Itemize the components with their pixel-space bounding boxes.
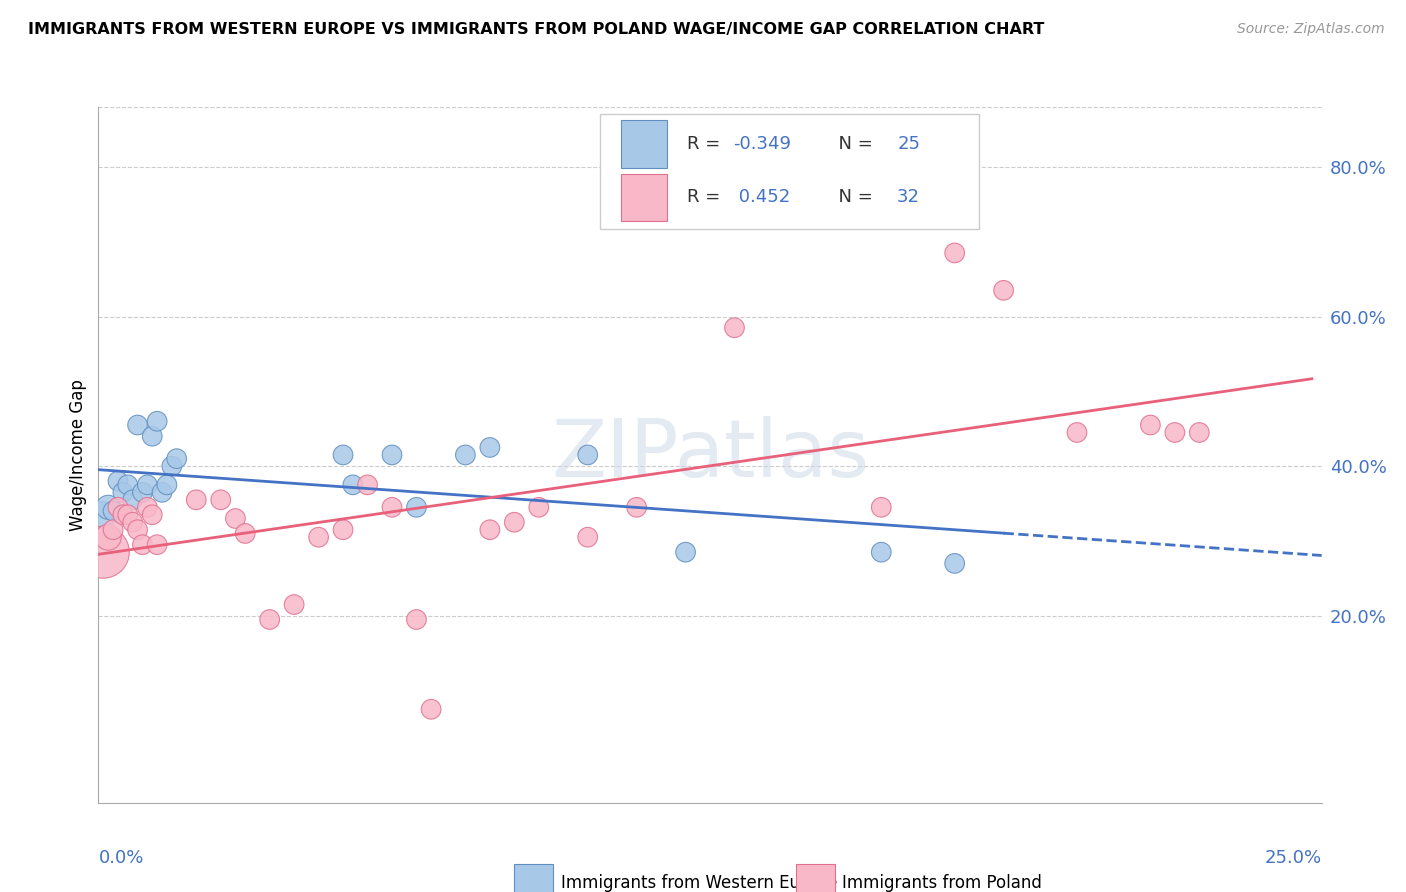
Text: 25: 25 [897, 135, 920, 153]
Point [870, 545, 893, 559]
Point [101, 523, 124, 537]
Point [420, 702, 443, 716]
Text: 32: 32 [897, 188, 920, 206]
Point [91, 545, 114, 559]
Point [111, 485, 134, 500]
Point [107, 500, 129, 515]
Point [576, 448, 599, 462]
Point [675, 545, 697, 559]
Text: R =: R = [686, 135, 725, 153]
Text: ZIPatlas: ZIPatlas [551, 416, 869, 494]
Point [356, 478, 378, 492]
Text: 25.0%: 25.0% [1264, 849, 1322, 867]
Text: IMMIGRANTS FROM WESTERN EUROPE VS IMMIGRANTS FROM POLAND WAGE/INCOME GAP CORRELA: IMMIGRANTS FROM WESTERN EUROPE VS IMMIGR… [28, 22, 1045, 37]
Point [166, 451, 188, 466]
Point [97, 500, 120, 515]
Y-axis label: Wage/Income Gap: Wage/Income Gap [69, 379, 87, 531]
Point [127, 523, 149, 537]
Point [943, 246, 966, 260]
Point [146, 538, 169, 552]
Point [381, 500, 404, 515]
Point [131, 538, 153, 552]
Point [111, 508, 134, 522]
Point [136, 500, 159, 515]
Point [141, 508, 163, 522]
Point [870, 500, 893, 515]
Point [381, 448, 404, 462]
Point [156, 478, 179, 492]
Point [283, 598, 305, 612]
Point [527, 500, 550, 515]
Bar [620, 120, 668, 168]
Point [723, 320, 745, 334]
Point [1164, 425, 1187, 440]
Text: -0.349: -0.349 [734, 135, 792, 153]
Point [259, 613, 281, 627]
Point [224, 511, 246, 525]
Point [146, 414, 169, 428]
Point [233, 526, 256, 541]
Point [131, 485, 153, 500]
Point [342, 478, 364, 492]
Point [117, 508, 139, 522]
Point [478, 523, 501, 537]
Point [160, 459, 183, 474]
Point [127, 417, 149, 432]
Text: 0.0%: 0.0% [98, 849, 143, 867]
Point [121, 492, 143, 507]
Text: Immigrants from Western Europe: Immigrants from Western Europe [561, 874, 837, 892]
Point [209, 492, 232, 507]
Text: R =: R = [686, 188, 725, 206]
FancyBboxPatch shape [600, 114, 979, 229]
Point [626, 500, 648, 515]
Point [332, 523, 354, 537]
Point [454, 448, 477, 462]
Point [150, 485, 173, 500]
Point [332, 448, 354, 462]
Point [478, 441, 501, 455]
Text: Immigrants from Poland: Immigrants from Poland [842, 874, 1042, 892]
Point [1188, 425, 1211, 440]
Point [117, 478, 139, 492]
Point [1139, 417, 1161, 432]
Text: N =: N = [828, 188, 879, 206]
Point [993, 283, 1015, 297]
Point [97, 530, 120, 544]
Point [405, 500, 427, 515]
Point [91, 508, 114, 522]
Point [405, 613, 427, 627]
Point [943, 557, 966, 571]
Point [308, 530, 330, 544]
Point [1066, 425, 1088, 440]
Point [576, 530, 599, 544]
Point [186, 492, 208, 507]
Point [107, 474, 129, 488]
Text: N =: N = [828, 135, 879, 153]
Bar [796, 863, 835, 892]
Text: Source: ZipAtlas.com: Source: ZipAtlas.com [1237, 22, 1385, 37]
Bar [620, 174, 668, 221]
Point [503, 515, 526, 529]
Bar [515, 863, 554, 892]
Point [136, 478, 159, 492]
Text: 0.452: 0.452 [734, 188, 790, 206]
Point [121, 515, 143, 529]
Point [101, 504, 124, 518]
Point [141, 429, 163, 443]
